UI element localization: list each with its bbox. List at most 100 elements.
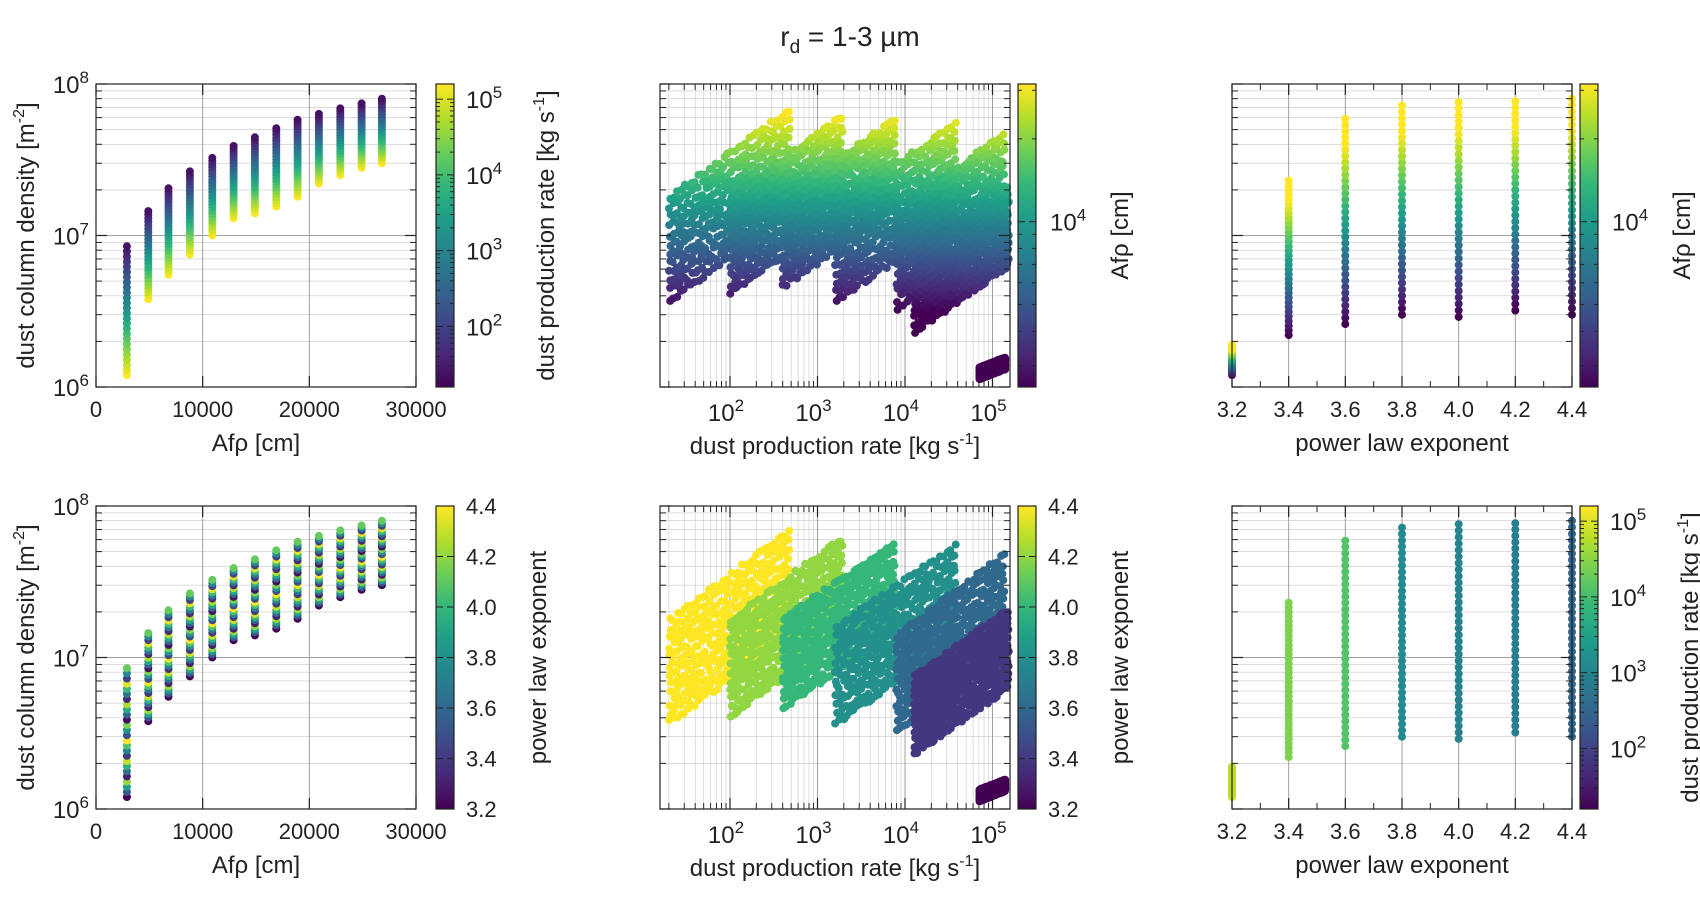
p1-point [293, 115, 302, 124]
p2-point [923, 168, 931, 177]
p2-point [1003, 219, 1012, 228]
p1-point [229, 142, 238, 150]
p2-point [839, 293, 847, 302]
p2-point [852, 281, 861, 290]
p1-point [144, 207, 153, 216]
p2-point [785, 125, 794, 133]
p2-point [784, 145, 793, 154]
p1-point [122, 242, 131, 251]
p2-point [784, 107, 793, 116]
p2-point [785, 199, 794, 208]
p2-point [813, 260, 821, 269]
p4-point [164, 606, 173, 615]
p2-point [693, 183, 702, 192]
p4-point [208, 575, 217, 584]
figure-title: rd = 1-3 µm [780, 21, 920, 58]
p2-point [890, 149, 899, 158]
p2-point [890, 124, 899, 133]
p2-point [716, 205, 724, 214]
p1-point [272, 124, 281, 133]
p4-point [357, 521, 366, 530]
p4-point [122, 664, 131, 673]
p3-point [1511, 97, 1520, 106]
p4-point [377, 516, 386, 525]
p2-point [890, 116, 899, 125]
p5-point [784, 554, 792, 563]
p2-point [798, 259, 807, 268]
p1-point [208, 153, 217, 162]
p2-point [950, 136, 959, 145]
p2-point [998, 157, 1007, 166]
p2-point [1004, 198, 1013, 206]
p3-point [1398, 101, 1406, 110]
p2-point [785, 115, 794, 124]
p2-point [950, 128, 959, 136]
p4-point [250, 555, 259, 564]
p4-point [272, 546, 281, 555]
p5-point [837, 558, 846, 567]
p2-point [999, 130, 1008, 139]
p2-point [951, 118, 960, 127]
p2-point [1001, 353, 1009, 362]
p5-point [784, 565, 793, 574]
p1-point [336, 104, 345, 113]
p1-point [377, 94, 386, 103]
p2-point [822, 253, 831, 262]
p2-point [882, 264, 891, 272]
p2-point [748, 161, 757, 170]
p2-point [850, 216, 859, 225]
p3-point [1284, 176, 1293, 185]
p5-point [836, 537, 845, 546]
p2-point [726, 263, 735, 272]
p5-point [785, 526, 794, 535]
p2-point [698, 191, 707, 200]
p2-point [827, 148, 835, 157]
p2-point [890, 139, 899, 148]
p2-point [798, 245, 807, 254]
p1-point [164, 184, 173, 193]
p4-point [314, 531, 323, 540]
p2-point [756, 182, 765, 191]
p2-point [836, 139, 845, 147]
p4-point [293, 537, 302, 546]
p5-point [697, 668, 706, 677]
p2-point [701, 170, 710, 179]
p4-point [229, 564, 238, 572]
p2-point [905, 219, 914, 228]
p2-point [1000, 139, 1008, 148]
p2-point [665, 204, 673, 213]
p2-point [769, 197, 778, 206]
p2-point [715, 261, 724, 270]
p2-point [890, 131, 899, 140]
p2-point [837, 114, 846, 123]
p2-point [668, 258, 677, 267]
p3-point [1341, 114, 1350, 123]
p2-point [780, 140, 789, 149]
p4-point [144, 629, 153, 638]
p2-point [782, 281, 791, 290]
p2-point [837, 123, 846, 132]
figure-title-subscript: d [790, 37, 801, 58]
p4-point [185, 589, 194, 598]
p2-point [950, 146, 959, 155]
p5-point [837, 551, 846, 560]
p2-point [1000, 170, 1008, 179]
p2-point [673, 292, 682, 301]
p2-point [951, 155, 960, 164]
points-layer [122, 94, 1576, 806]
p1-point [357, 99, 366, 108]
p2-point [779, 251, 788, 260]
p5-point [785, 545, 794, 554]
p2-point [892, 186, 901, 195]
p3-point [1454, 98, 1463, 107]
p2-point [784, 133, 793, 142]
p5-point [784, 535, 793, 544]
p1-point [314, 109, 323, 118]
p4-point [336, 526, 345, 535]
p2-point [910, 233, 919, 242]
p1-point [185, 167, 194, 176]
p2-point [675, 279, 684, 288]
p1-point [250, 133, 259, 142]
p2-point [712, 255, 721, 264]
